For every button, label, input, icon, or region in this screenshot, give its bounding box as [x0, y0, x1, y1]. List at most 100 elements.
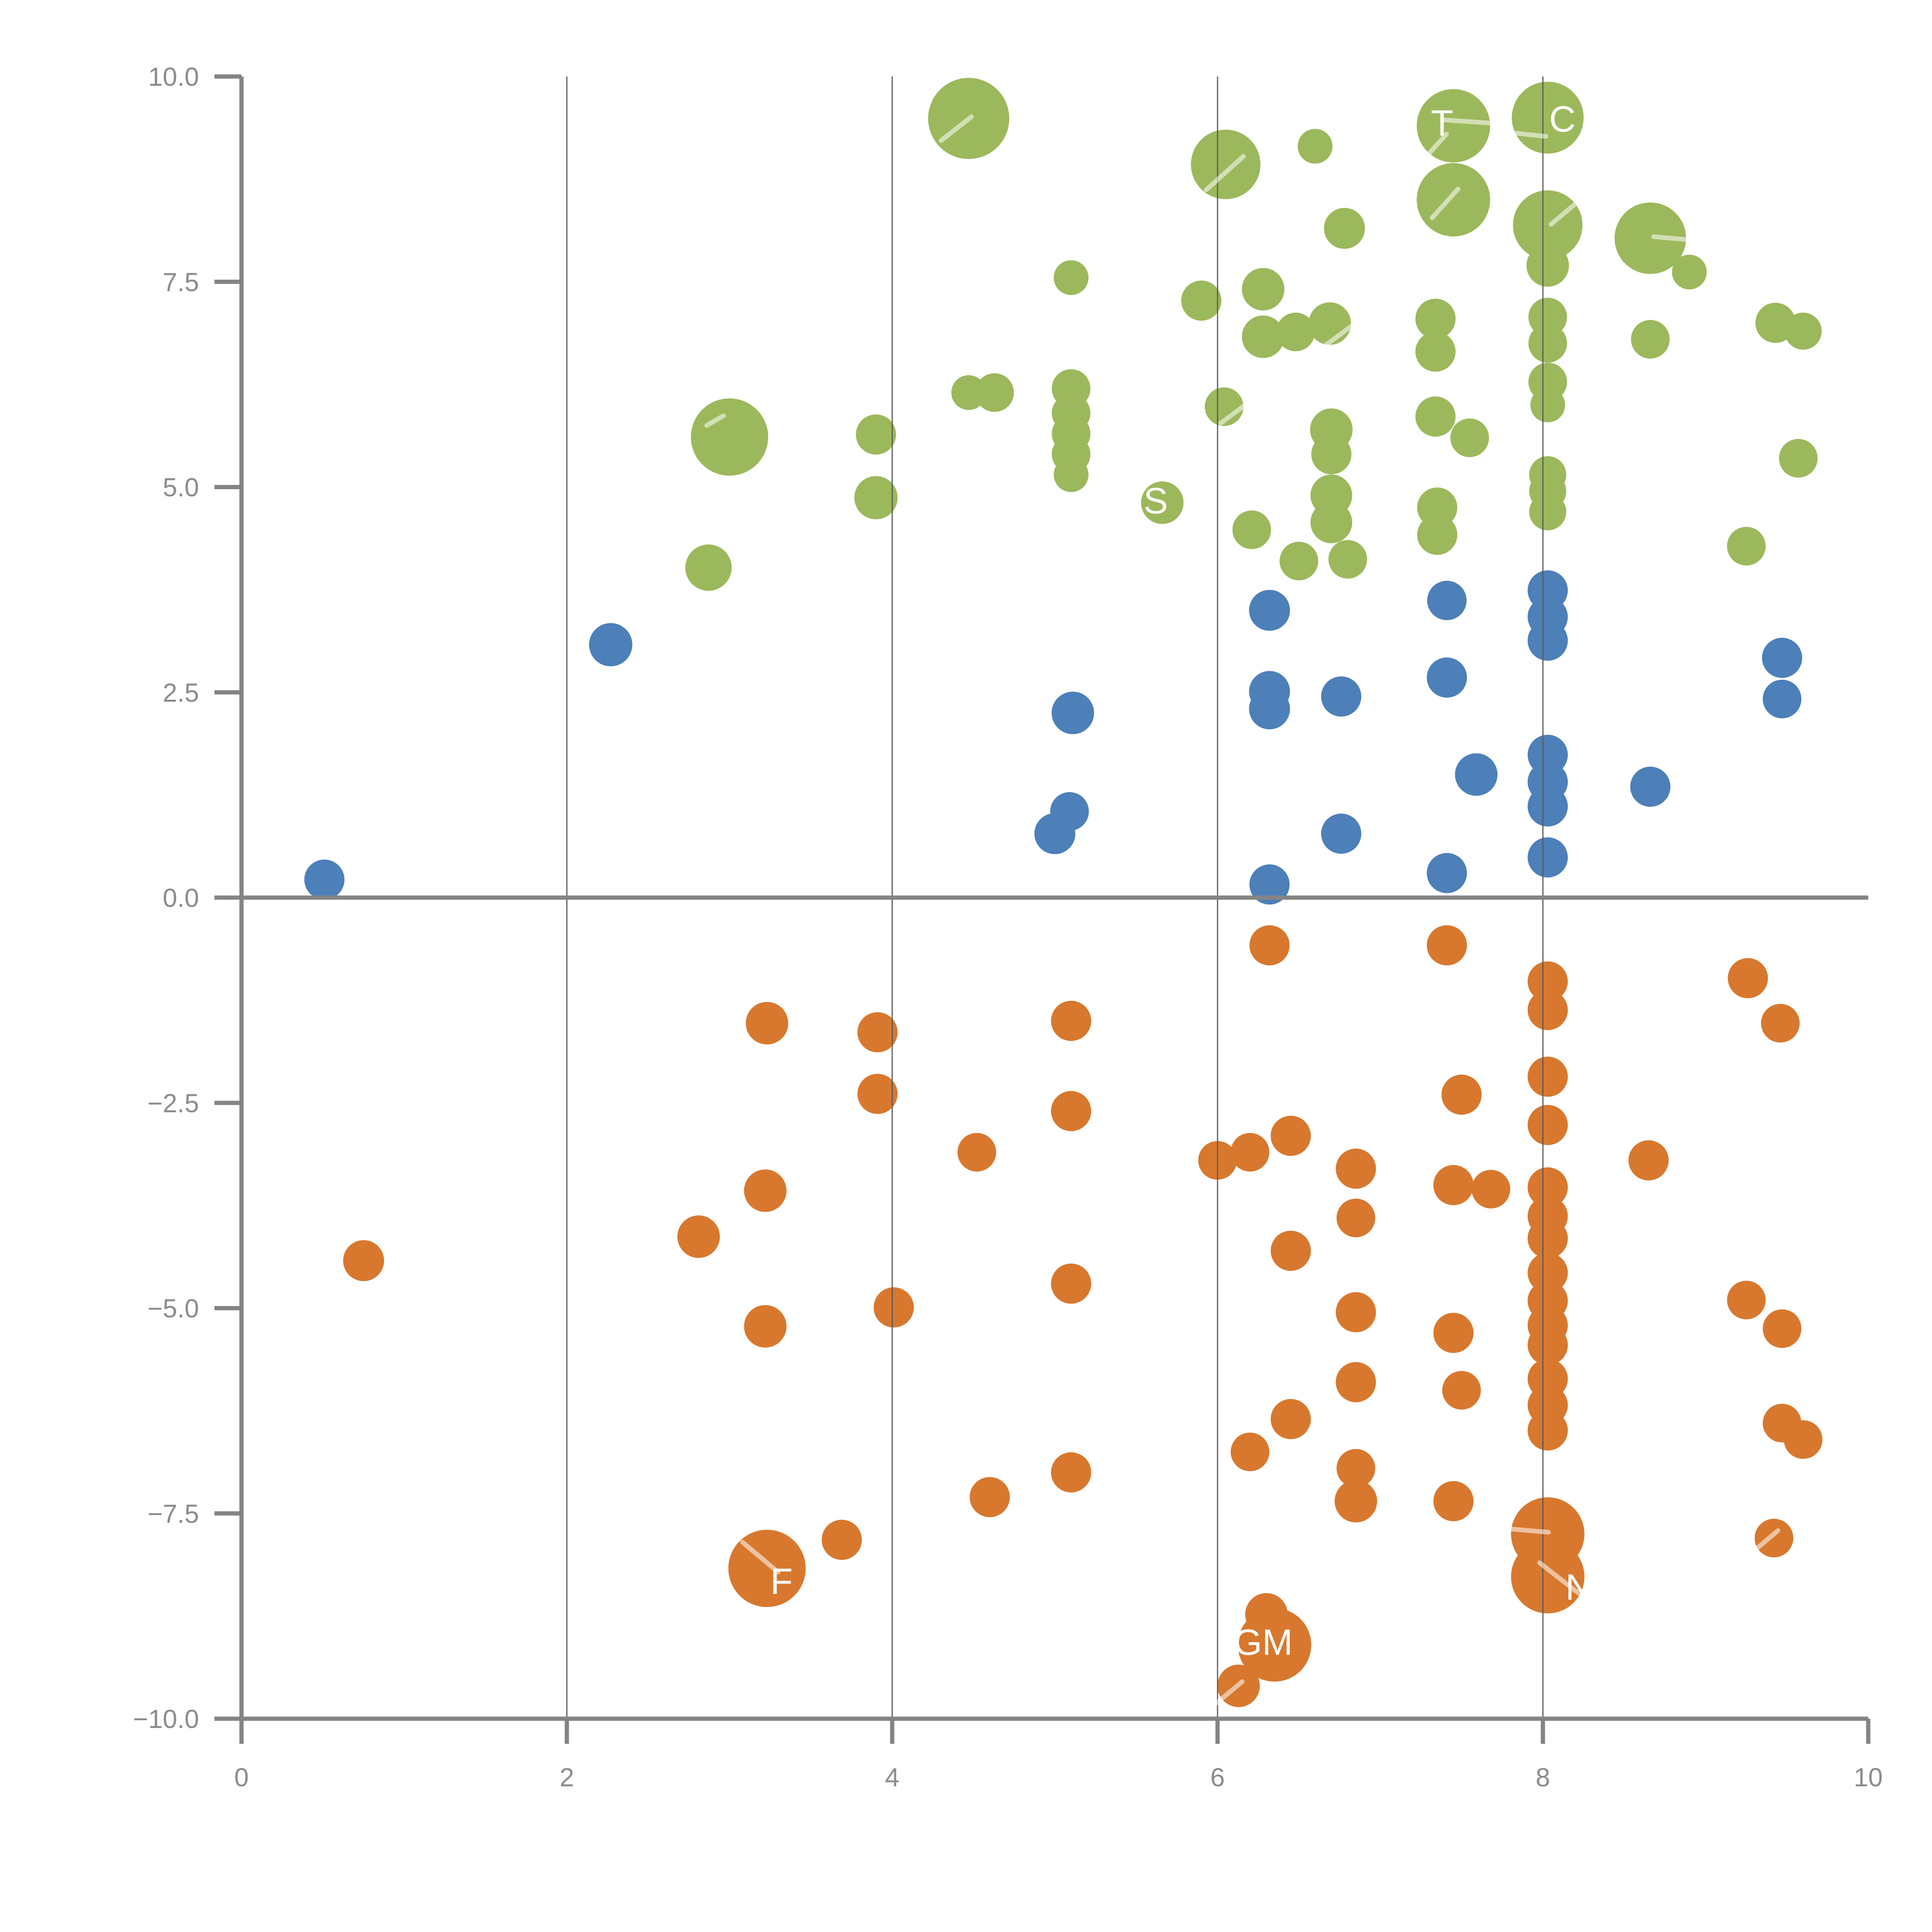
- bubble-blue: [589, 623, 633, 667]
- bubble-blue: [1321, 676, 1361, 717]
- bubble-green: [1415, 396, 1456, 437]
- bubble-orange: [1728, 958, 1768, 998]
- bubble-green: [1141, 481, 1184, 524]
- bubble-label-GM: GM: [1233, 1622, 1293, 1663]
- bubble-orange: [1527, 1325, 1568, 1365]
- bubble-blue: [1527, 837, 1568, 878]
- y-tick-label: −10.0: [133, 1705, 199, 1734]
- bubble-orange: [744, 1169, 787, 1212]
- bubble-orange: [857, 1074, 898, 1114]
- bubble-orange: [1527, 961, 1568, 1002]
- bubble-green: [1298, 129, 1333, 164]
- bubble-green: [1450, 418, 1489, 457]
- y-tick-label: −2.5: [148, 1089, 199, 1118]
- bubble-label-C: C: [1549, 99, 1576, 140]
- bubble-blue: [1427, 657, 1467, 698]
- bubble-orange: [1511, 1540, 1585, 1614]
- bubble-orange: [1628, 1140, 1669, 1180]
- bubble-orange: [1527, 1105, 1568, 1145]
- bubble-orange: [728, 1530, 806, 1607]
- bubble-green: [1276, 313, 1315, 351]
- bubble-green: [1191, 129, 1260, 199]
- bubble-orange: [1441, 1074, 1482, 1115]
- bubble-green: [1417, 163, 1490, 236]
- bubble-orange: [1471, 1170, 1510, 1209]
- bubble-green: [1727, 527, 1766, 566]
- bubble-green: [1631, 320, 1670, 359]
- bubble-blue: [1762, 638, 1802, 678]
- bubble-green: [1279, 542, 1318, 580]
- y-tick-label: −5.0: [148, 1294, 199, 1323]
- bubble-orange: [1527, 1410, 1568, 1451]
- bubble-green: [1181, 281, 1221, 321]
- highlight-streak: [1218, 311, 1371, 425]
- bubble-orange: [1727, 1281, 1766, 1320]
- bubble-orange: [1763, 1309, 1801, 1348]
- bubble-orange: [1527, 1252, 1568, 1293]
- bubble-orange: [1337, 1449, 1375, 1488]
- highlight-streak: [1651, 234, 1698, 243]
- bubble-green: [1672, 255, 1707, 289]
- y-tick-label: 5.0: [163, 473, 199, 502]
- bubble-orange: [1527, 1218, 1568, 1259]
- highlight-streak: [1430, 187, 1461, 220]
- bubble-orange: [1442, 1371, 1481, 1410]
- bubble-green: [1054, 457, 1088, 492]
- bubble-green: [1242, 268, 1284, 311]
- bubble-blue: [1249, 590, 1290, 631]
- highlight-streak: [1752, 1528, 1781, 1553]
- bubble-green: [975, 373, 1014, 412]
- bubble-orange: [1335, 1480, 1377, 1522]
- highlight-streak: [1513, 131, 1549, 139]
- bubble-green: [1526, 244, 1569, 287]
- bubble-blue: [1527, 621, 1568, 661]
- highlight-streak: [1500, 1526, 1551, 1535]
- bubble-green: [1513, 190, 1583, 260]
- highlight-streak: [1443, 117, 1498, 126]
- bubble-orange: [744, 1305, 787, 1348]
- x-tick-label: 2: [560, 1763, 574, 1792]
- bubble-orange: [1527, 1056, 1568, 1097]
- bubble-orange: [1527, 1167, 1568, 1208]
- y-tick-label: −7.5: [148, 1500, 199, 1529]
- bubble-green: [1528, 324, 1567, 363]
- bubble-blue: [1427, 853, 1467, 893]
- bubble-orange: [1245, 1593, 1288, 1636]
- bubble-green: [1529, 493, 1566, 531]
- bubble-blue: [1527, 786, 1568, 827]
- bubble-green: [854, 476, 898, 520]
- bubble-orange: [969, 1477, 1010, 1517]
- bubble-blue: [1249, 688, 1290, 730]
- bubble-orange: [1755, 1519, 1793, 1558]
- highlight-streak: [704, 413, 726, 428]
- bubble-orange: [1231, 1432, 1269, 1471]
- y-tick-label: 2.5: [163, 679, 199, 707]
- x-tick-label: 10: [1854, 1763, 1883, 1792]
- bubble-green: [1417, 515, 1458, 555]
- bubble-orange: [1051, 1264, 1091, 1304]
- y-tick-label: 10.0: [148, 63, 199, 92]
- bubble-orange: [1433, 1481, 1474, 1521]
- bubble-green: [1779, 439, 1818, 478]
- highlight-streak: [1548, 199, 1580, 227]
- bubble-orange: [1051, 1452, 1091, 1493]
- bubble-green: [1310, 502, 1352, 543]
- bubble-green: [1415, 299, 1456, 339]
- bubble-orange: [1270, 1399, 1311, 1439]
- bubble-orange: [1335, 1292, 1376, 1332]
- bubble-orange: [1270, 1231, 1311, 1271]
- highlight-streak: [740, 1540, 781, 1575]
- bubble-green: [685, 544, 732, 591]
- bubble-label-N: N: [1565, 1567, 1592, 1608]
- bubble-blue: [1455, 753, 1498, 796]
- x-tick-label: 0: [234, 1763, 249, 1792]
- bubble-orange: [1433, 1165, 1474, 1205]
- bubble-orange: [1335, 1148, 1376, 1189]
- bubble-orange: [1051, 1001, 1091, 1041]
- bubble-orange: [1335, 1362, 1376, 1402]
- bubble-orange: [1231, 1133, 1269, 1172]
- highlight-streak: [939, 114, 974, 143]
- bubble-green: [1311, 434, 1352, 474]
- bubble-green: [1324, 208, 1365, 249]
- bubble-green: [856, 414, 896, 455]
